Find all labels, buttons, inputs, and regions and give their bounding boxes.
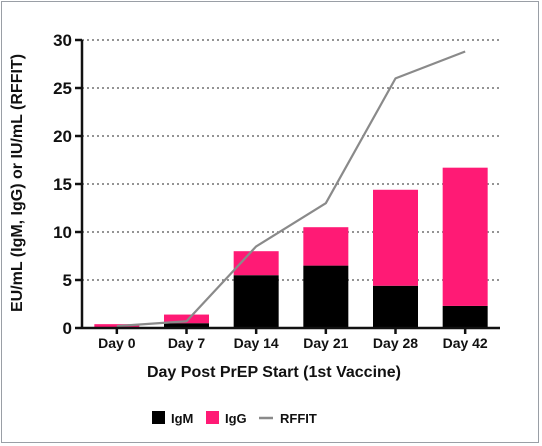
legend-rffit-label: RFFIT <box>280 411 317 426</box>
bar-igm <box>303 265 349 328</box>
y-tick-label: 5 <box>63 271 72 290</box>
bar-igm <box>373 285 418 328</box>
bar-igg <box>373 189 418 286</box>
x-ticks: Day 0 Day 7 Day 14 Day 21 Day 28 Day 42 <box>98 328 488 351</box>
gridlines <box>82 39 500 281</box>
bar-igm <box>164 323 209 328</box>
x-axis-title: Day Post PrEP Start (1st Vaccine) <box>147 364 401 381</box>
legend: IgM IgG RFFIT <box>152 411 317 426</box>
x-tick-label: Day 42 <box>443 335 488 351</box>
y-tick-label: 20 <box>53 127 72 146</box>
legend-igm-swatch <box>152 411 165 424</box>
legend-igg-swatch <box>206 411 219 424</box>
bar-igg <box>442 167 488 306</box>
legend-igg-label: IgG <box>225 411 247 426</box>
y-axis-title: EU/mL (IgM, IgG) or IU/mL (RFFIT) <box>9 54 26 312</box>
bar-igm <box>442 305 488 328</box>
y-tick-label: 25 <box>53 79 72 98</box>
legend-igm-label: IgM <box>171 411 193 426</box>
x-tick-label: Day 14 <box>234 335 279 351</box>
rffit-line <box>116 50 466 328</box>
y-tick-label: 15 <box>53 175 72 194</box>
bars <box>94 167 488 328</box>
y-tick-label: 0 <box>63 319 72 338</box>
x-tick-label: Day 7 <box>168 335 206 351</box>
bar-igg <box>164 314 209 324</box>
x-tick-label: Day 0 <box>98 335 136 351</box>
bar-igm <box>233 275 279 328</box>
y-ticks: 0 5 10 15 20 25 30 <box>53 31 82 338</box>
rffit-line-layer <box>116 50 466 328</box>
bar-igg <box>303 227 349 266</box>
x-tick-label: Day 28 <box>373 335 418 351</box>
y-tick-label: 30 <box>53 31 72 50</box>
x-tick-label: Day 21 <box>303 335 348 351</box>
y-tick-label: 10 <box>53 223 72 242</box>
